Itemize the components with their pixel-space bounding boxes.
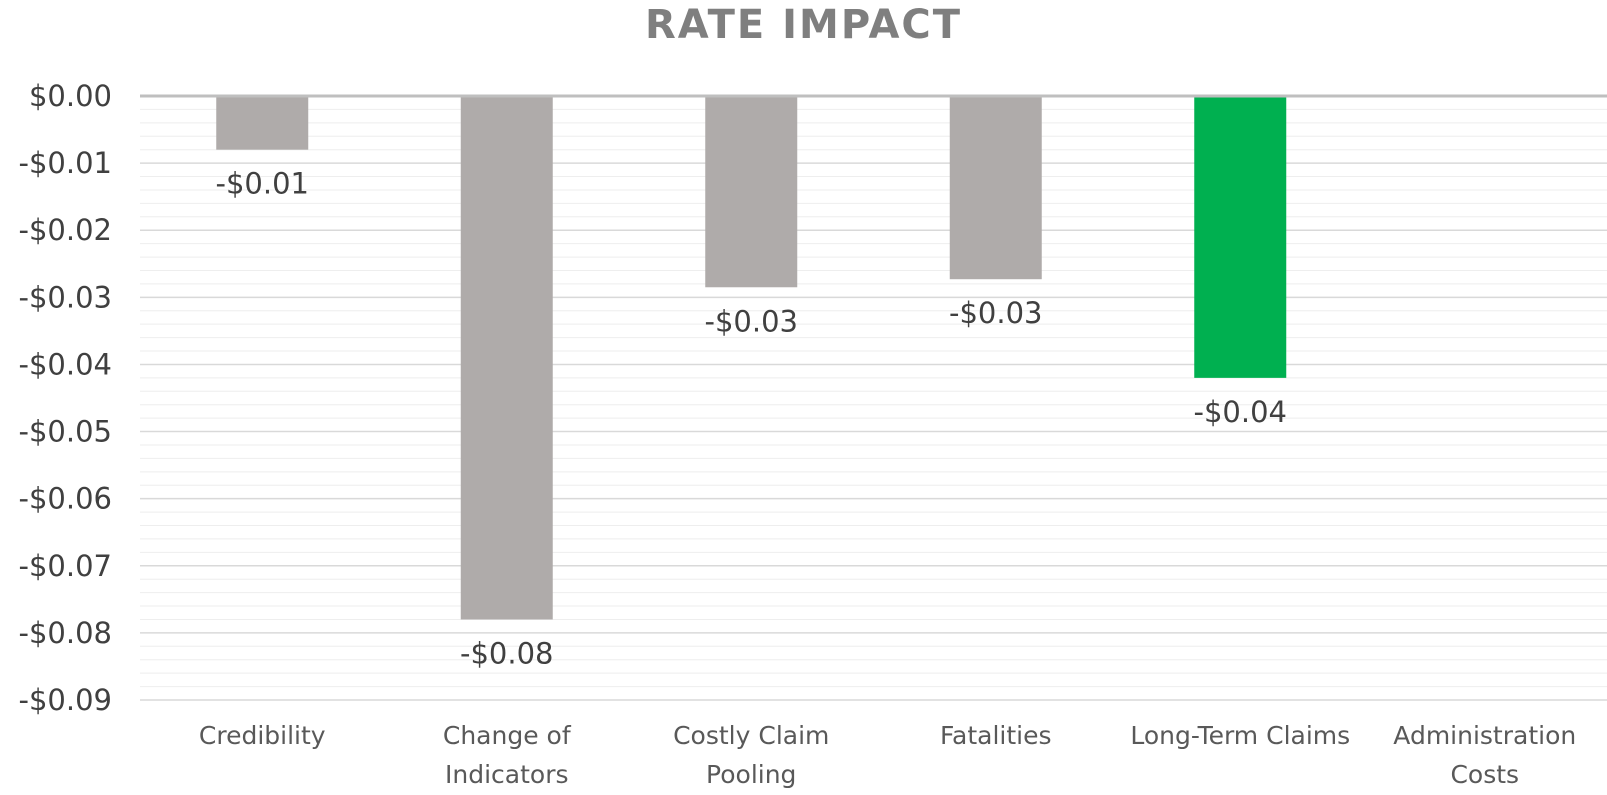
y-tick-label: -$0.03 [19,280,113,314]
data-label: -$0.01 [216,167,310,201]
y-tick-label: -$0.01 [19,146,113,180]
x-tick-label: Long-Term Claims [1130,721,1350,750]
y-tick-label: -$0.02 [19,213,113,247]
data-label: -$0.08 [460,636,554,670]
x-tick-label: Costs [1450,760,1519,789]
bar [949,96,1042,280]
y-tick-label: $0.00 [29,79,112,113]
y-tick-label: -$0.09 [19,683,113,717]
y-tick-label: -$0.04 [19,347,113,381]
data-label: -$0.03 [705,304,799,338]
data-label: -$0.03 [949,296,1043,330]
x-tick-label: Indicators [445,760,569,789]
x-tick-label: Fatalities [940,721,1052,750]
x-tick-label: Credibility [199,721,326,750]
bar [705,96,798,288]
x-tick-label: Pooling [706,760,796,789]
y-tick-label: -$0.05 [19,415,113,449]
bar [216,96,309,150]
bar [1194,96,1287,378]
x-tick-label: Administration [1393,721,1576,750]
y-tick-label: -$0.06 [19,482,113,516]
data-label: -$0.04 [1194,395,1288,429]
chart-title: RATE IMPACT [644,2,963,48]
x-tick-label: Change of [443,721,572,750]
y-tick-label: -$0.07 [19,549,113,583]
y-tick-label: -$0.08 [19,616,113,650]
bar [460,96,553,620]
x-tick-label: Costly Claim [673,721,829,750]
